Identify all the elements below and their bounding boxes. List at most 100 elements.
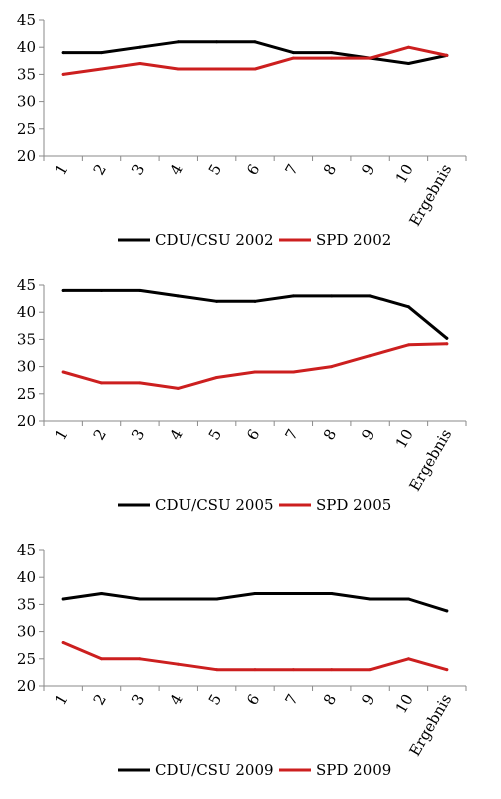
data-point <box>138 657 142 661</box>
data-point <box>330 668 334 672</box>
data-point <box>176 386 180 390</box>
data-point <box>368 597 372 601</box>
data-point <box>291 294 295 298</box>
data-point <box>176 597 180 601</box>
y-tick-label: 40 <box>17 38 36 56</box>
x-tick-label: 2 <box>90 691 110 708</box>
data-point <box>368 354 372 358</box>
data-point <box>215 40 219 44</box>
data-point <box>368 294 372 298</box>
data-point <box>138 597 142 601</box>
data-point <box>406 305 410 309</box>
data-point <box>138 381 142 385</box>
x-tick-label: 7 <box>281 691 301 708</box>
x-tick-label: 10 <box>392 426 417 452</box>
x-tick-label: 8 <box>320 161 340 178</box>
data-point <box>61 72 65 76</box>
legend-label: SPD 2009 <box>316 761 391 779</box>
data-point <box>215 375 219 379</box>
series-line-0 <box>61 592 449 613</box>
data-point <box>291 668 295 672</box>
x-tick-label: 5 <box>205 691 225 708</box>
data-point <box>291 51 295 55</box>
data-point <box>138 62 142 66</box>
x-tick-label: 6 <box>243 691 263 708</box>
y-tick-label: 20 <box>17 677 36 695</box>
x-tick-label: 7 <box>281 426 301 443</box>
data-point <box>445 668 449 672</box>
x-tick-label: 3 <box>128 426 148 443</box>
series-line-1 <box>61 641 449 672</box>
x-tick-label: 3 <box>128 691 148 708</box>
data-point <box>100 592 104 596</box>
data-point <box>138 288 142 292</box>
y-tick-label: 30 <box>17 623 36 641</box>
data-point <box>61 288 65 292</box>
x-tick-label: 1 <box>51 426 71 443</box>
data-point <box>61 370 65 374</box>
data-point <box>215 67 219 71</box>
data-point <box>330 51 334 55</box>
y-tick-label: 35 <box>17 595 36 613</box>
data-point <box>406 343 410 347</box>
x-tick-label: 6 <box>243 161 263 178</box>
data-point <box>253 668 257 672</box>
data-point <box>61 597 65 601</box>
data-point <box>330 365 334 369</box>
y-tick-label: 45 <box>17 11 36 29</box>
x-tick-label: 1 <box>51 161 71 178</box>
y-tick-label: 20 <box>17 147 36 165</box>
data-point <box>368 668 372 672</box>
series-line-0 <box>61 288 449 340</box>
data-point <box>176 40 180 44</box>
x-tick-label: 4 <box>166 161 186 178</box>
data-point <box>215 597 219 601</box>
x-tick-label: 10 <box>392 161 417 187</box>
data-point <box>176 67 180 71</box>
y-tick-label: 45 <box>17 276 36 294</box>
data-point <box>61 640 65 644</box>
x-tick-label: 8 <box>320 691 340 708</box>
data-point <box>253 592 257 596</box>
y-tick-label: 25 <box>17 120 36 138</box>
series-line-1 <box>61 342 449 390</box>
chart-panel-2005: 20 25 30 35 40 45 1 2 3 4 5 6 7 8 9 10 Ergebnis CDU/CSU 2… <box>0 265 501 530</box>
data-point <box>253 67 257 71</box>
data-point <box>100 67 104 71</box>
data-point <box>253 370 257 374</box>
data-point <box>253 299 257 303</box>
data-point <box>406 657 410 661</box>
chart-panel-2009: 20 25 30 35 40 45 1 2 3 4 5 6 7 8 9 10 Ergebnis CDU/CSU 2… <box>0 530 501 795</box>
x-tick-label: 5 <box>205 161 225 178</box>
data-point <box>445 336 449 340</box>
data-point <box>445 342 449 346</box>
legend-label: SPD 2002 <box>316 231 391 249</box>
x-tick-label: 1 <box>51 691 71 708</box>
x-tick-label: 9 <box>358 426 378 443</box>
data-point <box>330 294 334 298</box>
data-point <box>291 592 295 596</box>
x-tick-label: 7 <box>281 161 301 178</box>
x-tick-label: 10 <box>392 691 417 717</box>
legend-label: CDU/CSU 2002 <box>155 231 274 249</box>
y-tick-label: 20 <box>17 412 36 430</box>
y-tick-label: 25 <box>17 385 36 403</box>
x-tick-label: 5 <box>205 426 225 443</box>
data-point <box>406 45 410 49</box>
data-point <box>100 51 104 55</box>
legend-label: CDU/CSU 2005 <box>155 496 274 514</box>
data-point <box>138 45 142 49</box>
y-tick-label: 25 <box>17 650 36 668</box>
data-point <box>253 40 257 44</box>
data-point <box>291 370 295 374</box>
data-point <box>406 597 410 601</box>
y-tick-label: 30 <box>17 93 36 111</box>
data-point <box>176 294 180 298</box>
y-tick-label: 30 <box>17 358 36 376</box>
data-point <box>330 56 334 60</box>
data-point <box>291 56 295 60</box>
y-tick-label: 35 <box>17 65 36 83</box>
